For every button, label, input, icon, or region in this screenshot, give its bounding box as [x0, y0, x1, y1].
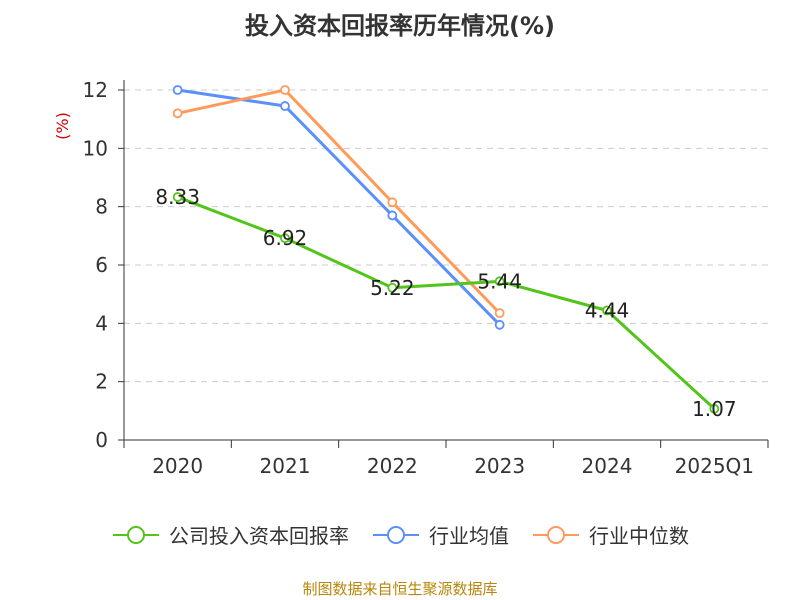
legend-line-industry-median-icon	[533, 525, 579, 544]
data-point-s1-2021	[280, 101, 290, 111]
y-tick-label-4: 4	[95, 311, 108, 335]
data-label-2023: 5.44	[477, 269, 522, 293]
x-tick-label-2022: 2022	[367, 454, 418, 478]
data-label-2021: 6.92	[263, 226, 308, 250]
y-tick-label-0: 0	[95, 428, 108, 452]
y-tick-label-10: 10	[83, 136, 108, 160]
data-point-s2-2023	[494, 308, 505, 319]
data-point-s0-2021	[280, 233, 290, 244]
legend-label-industry-avg: 行业均值	[429, 524, 509, 548]
y-tick-label-12: 12	[83, 78, 108, 102]
data-point-s1-2023	[494, 319, 505, 330]
legend-line-industry-avg-icon	[373, 525, 419, 544]
data-point-s0-2020	[172, 192, 183, 202]
legend-item-industry-avg[interactable]: 行业均值	[371, 520, 509, 549]
data-label-2022: 5.22	[370, 276, 415, 300]
x-tick-label-2020: 2020	[152, 454, 203, 478]
x-tick-label-2023: 2023	[474, 454, 525, 478]
data-point-s2-2020	[172, 108, 183, 119]
legend-item-company[interactable]: 公司投入资本回报率	[111, 520, 349, 549]
y-tick-label-6: 6	[95, 253, 108, 277]
data-point-s0-2024	[602, 305, 612, 316]
legend-label-company: 公司投入资本回报率	[169, 524, 349, 548]
data-point-s2-2021	[280, 85, 290, 95]
series-line-1	[177, 88, 501, 326]
legend: 公司投入资本回报率 行业均值 行业中位数	[0, 520, 800, 549]
x-tick-label-2024: 2024	[582, 454, 633, 478]
y-tick-label-8: 8	[95, 195, 108, 219]
chart-title: 投入资本回报率历年情况(%)	[245, 12, 555, 40]
series-line-0	[177, 195, 716, 410]
source-note: 制图数据来自恒生聚源数据库	[302, 580, 498, 598]
data-label-2025Q1: 1.07	[692, 397, 737, 421]
legend-line-company-icon	[113, 525, 159, 544]
x-tick-label-2025Q1: 2025Q1	[675, 454, 754, 478]
series-line-2	[177, 88, 501, 315]
data-point-s1-2022	[387, 210, 398, 221]
y-tick-label-2: 2	[95, 370, 108, 394]
y-axis-label: (%)	[53, 112, 72, 140]
legend-label-industry-median: 行业中位数	[589, 524, 689, 548]
data-point-s0-2022	[387, 282, 398, 293]
x-tick-label-2021: 2021	[260, 454, 311, 478]
data-point-s1-2020	[172, 85, 183, 95]
data-point-s2-2022	[387, 197, 398, 208]
data-point-s0-2025Q1	[709, 403, 720, 414]
data-point-s0-2023	[494, 276, 505, 287]
legend-item-industry-median[interactable]: 行业中位数	[531, 520, 689, 549]
data-label-2020: 8.33	[155, 185, 200, 209]
data-label-2024: 4.44	[585, 299, 630, 323]
